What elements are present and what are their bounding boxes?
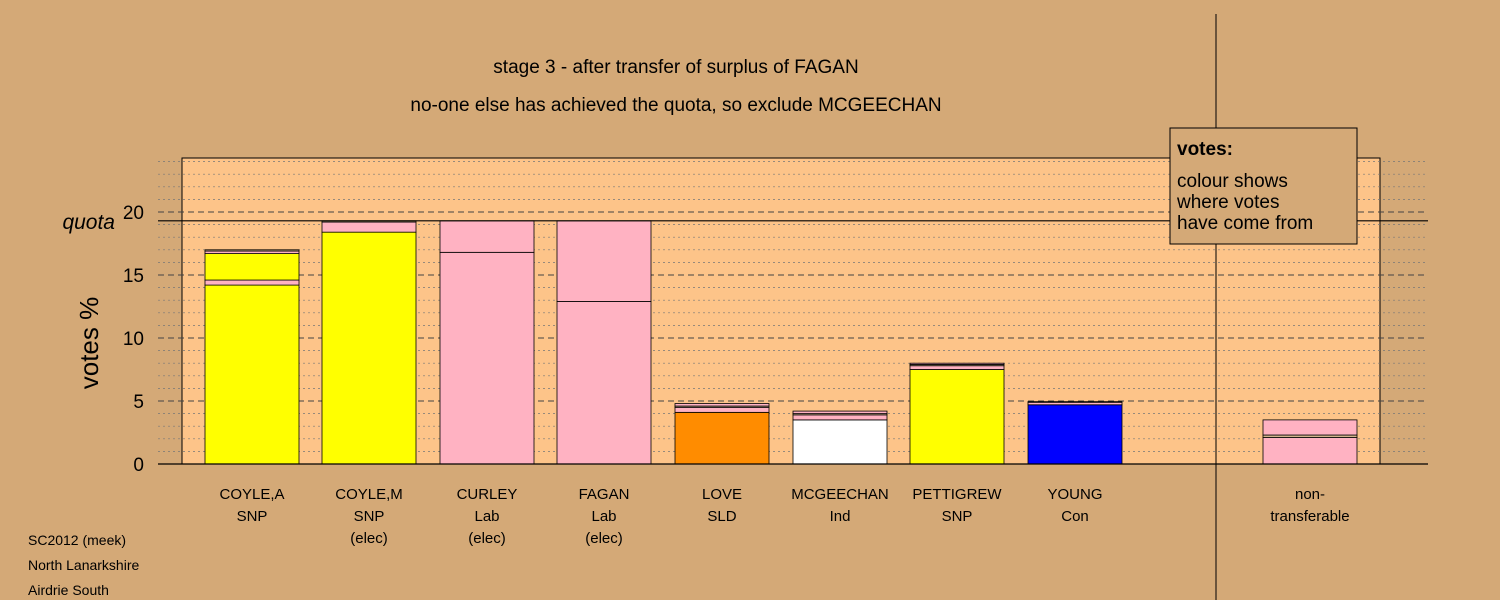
candidate-status: (elec) bbox=[468, 530, 506, 547]
candidate-party: SLD bbox=[707, 508, 736, 525]
bar-coyle-m bbox=[321, 220, 417, 465]
quota-label: quota bbox=[62, 211, 115, 234]
bar-segment bbox=[1027, 404, 1123, 465]
non-transferable-label: transferable bbox=[1270, 508, 1349, 525]
bar-segment bbox=[204, 279, 300, 286]
y-tick-label: 20 bbox=[123, 203, 144, 224]
legend-title: votes: bbox=[1177, 139, 1233, 160]
bar-segment bbox=[792, 419, 888, 465]
bars bbox=[204, 220, 1358, 465]
candidate-name: YOUNG bbox=[1047, 486, 1102, 503]
bar-segment bbox=[204, 253, 300, 281]
candidate-party: SNP bbox=[354, 508, 385, 525]
bar-segment bbox=[909, 362, 1005, 365]
candidate-party: Ind bbox=[830, 508, 851, 525]
candidate-name: PETTIGREW bbox=[912, 486, 1002, 503]
chart-title: stage 3 - after transfer of surplus of F… bbox=[493, 57, 858, 78]
bar-segment bbox=[204, 249, 300, 252]
bar-segment bbox=[439, 251, 535, 465]
footer-system: SC2012 (meek) bbox=[28, 532, 126, 548]
bar-segment bbox=[674, 411, 770, 465]
bar-mcgeechan bbox=[792, 410, 888, 465]
bar-segment bbox=[909, 369, 1005, 465]
y-tick-label: 15 bbox=[123, 266, 144, 287]
footer-council: North Lanarkshire bbox=[28, 557, 139, 573]
candidate-name: FAGAN bbox=[579, 486, 630, 503]
candidate-party: SNP bbox=[942, 508, 973, 525]
bar-fagan bbox=[556, 220, 652, 465]
bar-segment bbox=[1262, 419, 1358, 436]
bar-curley bbox=[439, 220, 535, 465]
legend-line: colour shows bbox=[1177, 171, 1288, 192]
candidate-status: (elec) bbox=[585, 530, 623, 547]
candidate-party: SNP bbox=[237, 508, 268, 525]
bar-segment bbox=[1027, 401, 1123, 403]
y-tick-label: 10 bbox=[123, 329, 144, 350]
candidate-party: Con bbox=[1061, 508, 1089, 525]
category-labels: COYLE,A SNP COYLE,M SNP (elec) CURLEY Lab (elec… bbox=[219, 486, 1349, 547]
candidate-name: LOVE bbox=[702, 486, 742, 503]
bar-segment bbox=[792, 414, 888, 421]
candidate-status: (elec) bbox=[350, 530, 388, 547]
legend-box bbox=[1169, 127, 1358, 245]
bar-non-transferable bbox=[1262, 419, 1358, 465]
legend-line: have come from bbox=[1177, 213, 1313, 234]
y-tick-label: 0 bbox=[133, 455, 144, 476]
bar-segment bbox=[439, 220, 535, 253]
bar-pettigrew bbox=[909, 362, 1005, 465]
y-tick-label: 5 bbox=[133, 392, 144, 413]
bar-segment bbox=[674, 403, 770, 407]
bar-segment bbox=[321, 231, 417, 465]
legend-line: where votes bbox=[1176, 192, 1279, 213]
candidate-name: MCGEECHAN bbox=[791, 486, 889, 503]
candidate-name: COYLE,M bbox=[335, 486, 403, 503]
bar-segment bbox=[204, 284, 300, 465]
candidate-party: Lab bbox=[474, 508, 499, 525]
bar-segment bbox=[792, 410, 888, 414]
y-axis-label: votes % bbox=[74, 297, 104, 390]
bar-segment bbox=[674, 406, 770, 413]
bar-segment bbox=[909, 365, 1005, 370]
bar-young bbox=[1027, 401, 1123, 465]
candidate-name: CURLEY bbox=[457, 486, 518, 503]
bar-love bbox=[674, 403, 770, 465]
bar-segment bbox=[1262, 437, 1358, 465]
bar-coyle-a bbox=[204, 249, 300, 465]
footer: SC2012 (meek) North Lanarkshire Airdrie … bbox=[28, 532, 139, 598]
non-transferable-label: non- bbox=[1295, 486, 1325, 503]
footer-ward: Airdrie South bbox=[28, 582, 109, 598]
candidate-name: COYLE,A bbox=[219, 486, 284, 503]
legend: votes: colour shows where votes have com… bbox=[1169, 127, 1358, 245]
y-axis: 0 5 10 15 20 bbox=[123, 203, 144, 476]
chart-subtitle: no-one else has achieved the quota, so e… bbox=[410, 95, 941, 116]
bar-segment bbox=[556, 301, 652, 465]
candidate-party: Lab bbox=[591, 508, 616, 525]
bar-segment bbox=[321, 221, 417, 233]
bar-segment bbox=[556, 220, 652, 302]
